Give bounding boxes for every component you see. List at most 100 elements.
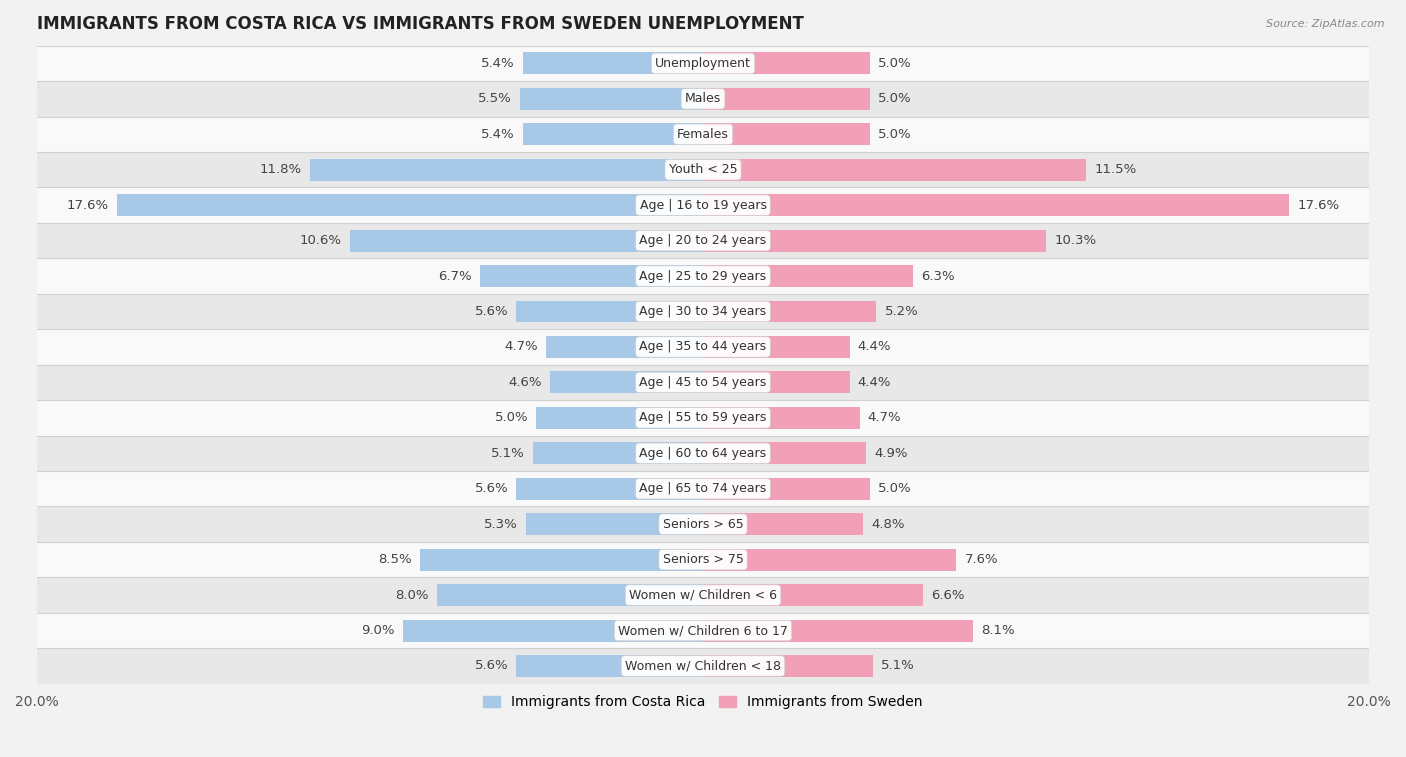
Text: 10.6%: 10.6% [299,234,342,247]
Text: 11.5%: 11.5% [1094,164,1136,176]
Bar [117,195,703,217]
Text: 17.6%: 17.6% [66,198,108,212]
Text: Women w/ Children < 18: Women w/ Children < 18 [626,659,780,672]
Bar [703,88,869,110]
Bar [37,365,1369,400]
Bar [37,400,1369,435]
Bar [523,123,703,145]
Bar [479,265,703,287]
Text: Age | 35 to 44 years: Age | 35 to 44 years [640,341,766,354]
Text: 5.0%: 5.0% [877,128,911,141]
Text: 5.4%: 5.4% [481,57,515,70]
Bar [703,123,869,145]
Bar [37,294,1369,329]
Bar [520,88,703,110]
Text: Women w/ Children < 6: Women w/ Children < 6 [628,589,778,602]
Bar [350,229,703,251]
Bar [37,223,1369,258]
Text: 5.1%: 5.1% [882,659,915,672]
Text: 6.7%: 6.7% [437,269,471,282]
Bar [703,52,869,74]
Text: Age | 60 to 64 years: Age | 60 to 64 years [640,447,766,459]
Bar [37,117,1369,152]
Bar [526,513,703,535]
Bar [703,619,973,641]
Text: 5.0%: 5.0% [877,482,911,495]
Bar [436,584,703,606]
Text: 7.6%: 7.6% [965,553,998,566]
Bar [516,301,703,322]
Text: Age | 55 to 59 years: Age | 55 to 59 years [640,411,766,425]
Text: 4.4%: 4.4% [858,341,891,354]
Bar [523,52,703,74]
Bar [703,372,849,394]
Bar [703,159,1085,181]
Text: 6.3%: 6.3% [921,269,955,282]
Text: Females: Females [678,128,728,141]
Text: 17.6%: 17.6% [1298,198,1340,212]
Text: 5.0%: 5.0% [877,92,911,105]
Text: 4.6%: 4.6% [508,376,541,389]
Text: 11.8%: 11.8% [260,164,302,176]
Bar [703,584,922,606]
Bar [37,578,1369,613]
Text: 5.6%: 5.6% [475,659,508,672]
Bar [420,549,703,571]
Bar [703,265,912,287]
Bar [550,372,703,394]
Bar [703,549,956,571]
Bar [703,336,849,358]
Bar [37,329,1369,365]
Bar [703,655,873,677]
Bar [703,442,866,464]
Bar [703,229,1046,251]
Text: 4.7%: 4.7% [868,411,901,425]
Bar [37,471,1369,506]
Bar [37,648,1369,684]
Text: 4.9%: 4.9% [875,447,908,459]
Bar [37,81,1369,117]
Text: 5.5%: 5.5% [478,92,512,105]
Bar [703,478,869,500]
Bar [547,336,703,358]
Bar [703,513,863,535]
Text: Age | 20 to 24 years: Age | 20 to 24 years [640,234,766,247]
Text: Age | 25 to 29 years: Age | 25 to 29 years [640,269,766,282]
Text: 5.3%: 5.3% [485,518,519,531]
Bar [533,442,703,464]
Bar [37,542,1369,578]
Text: Youth < 25: Youth < 25 [669,164,737,176]
Text: 9.0%: 9.0% [361,624,395,637]
Text: 8.1%: 8.1% [981,624,1015,637]
Text: Seniors > 75: Seniors > 75 [662,553,744,566]
Text: 5.0%: 5.0% [877,57,911,70]
Text: Unemployment: Unemployment [655,57,751,70]
Text: Males: Males [685,92,721,105]
Bar [537,407,703,428]
Text: 4.8%: 4.8% [872,518,904,531]
Text: 5.1%: 5.1% [491,447,524,459]
Bar [404,619,703,641]
Bar [309,159,703,181]
Bar [37,435,1369,471]
Bar [703,407,859,428]
Text: 5.0%: 5.0% [495,411,529,425]
Bar [703,301,876,322]
Text: 8.0%: 8.0% [395,589,429,602]
Text: 5.6%: 5.6% [475,482,508,495]
Text: Women w/ Children 6 to 17: Women w/ Children 6 to 17 [619,624,787,637]
Text: Source: ZipAtlas.com: Source: ZipAtlas.com [1267,19,1385,29]
Bar [516,478,703,500]
Text: 8.5%: 8.5% [378,553,412,566]
Bar [37,258,1369,294]
Bar [37,152,1369,188]
Text: 5.2%: 5.2% [884,305,918,318]
Text: Age | 16 to 19 years: Age | 16 to 19 years [640,198,766,212]
Bar [516,655,703,677]
Text: IMMIGRANTS FROM COSTA RICA VS IMMIGRANTS FROM SWEDEN UNEMPLOYMENT: IMMIGRANTS FROM COSTA RICA VS IMMIGRANTS… [37,15,804,33]
Bar [703,195,1289,217]
Bar [37,613,1369,648]
Legend: Immigrants from Costa Rica, Immigrants from Sweden: Immigrants from Costa Rica, Immigrants f… [478,690,928,715]
Text: 6.6%: 6.6% [931,589,965,602]
Text: Age | 65 to 74 years: Age | 65 to 74 years [640,482,766,495]
